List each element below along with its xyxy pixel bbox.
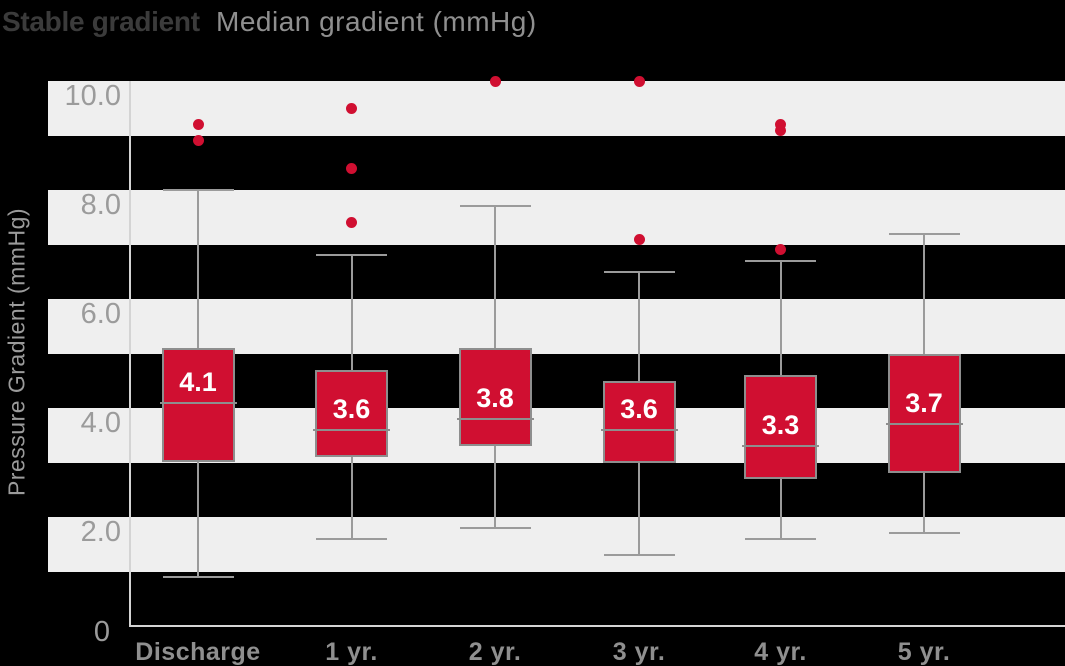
outlier-dot xyxy=(775,244,786,256)
x-axis-category-label: 4 yr. xyxy=(754,638,807,666)
box-iqr xyxy=(887,353,961,474)
whisker-cap-top xyxy=(459,205,531,208)
y-grid-band xyxy=(48,81,1065,136)
median-line xyxy=(742,445,819,448)
outlier-dot xyxy=(346,102,357,114)
outlier-dot xyxy=(192,135,204,147)
outlier-dot xyxy=(633,75,645,87)
box-iqr xyxy=(602,380,676,463)
whisker-cap-top xyxy=(888,232,960,235)
box-iqr xyxy=(315,369,388,458)
whisker-cap-bottom xyxy=(603,554,675,557)
whisker-cap-top xyxy=(316,254,387,257)
y-tick-label: 10.0 xyxy=(64,80,121,112)
x-axis-category-label: 1 yr. xyxy=(325,638,378,666)
outlier-dot xyxy=(775,124,786,136)
whisker-cap-top xyxy=(603,270,675,273)
y-grid-band xyxy=(48,517,1065,572)
x-axis-line xyxy=(129,625,1065,627)
whisker-cap-top xyxy=(162,189,234,191)
y-tick-label: 4.0 xyxy=(80,407,121,439)
y-grid-band xyxy=(48,190,1065,245)
whisker-cap-bottom xyxy=(162,575,234,578)
median-value-label: 4.1 xyxy=(179,366,217,397)
x-axis-category-label: Discharge xyxy=(135,638,261,666)
outlier-dot xyxy=(346,217,357,229)
median-value-label: 3.7 xyxy=(905,388,943,419)
outlier-dot xyxy=(192,119,204,131)
whisker-cap-top xyxy=(745,259,816,262)
y-tick-label: 8.0 xyxy=(80,189,121,221)
median-line xyxy=(600,428,678,431)
whisker-cap-bottom xyxy=(459,526,531,529)
median-value-label: 3.6 xyxy=(332,393,371,424)
median-line xyxy=(456,417,534,420)
outlier-dot xyxy=(489,75,501,87)
median-line xyxy=(885,423,963,426)
x-axis-category-label: 5 yr. xyxy=(897,638,951,666)
y-tick-zero-label: 0 xyxy=(93,616,110,648)
chart-title-secondary: Median gradient (mmHg) xyxy=(216,6,537,37)
box-iqr xyxy=(161,348,235,463)
box-iqr xyxy=(458,348,532,447)
y-tick-label: 6.0 xyxy=(80,298,121,330)
median-value-label: 3.8 xyxy=(476,382,514,413)
y-grid-band xyxy=(48,299,1065,354)
whisker-cap-bottom xyxy=(888,532,960,535)
outlier-dot xyxy=(633,233,645,245)
y-tick-label: 2.0 xyxy=(80,516,121,548)
median-value-label: 3.3 xyxy=(761,410,800,441)
x-axis-category-label: 2 yr. xyxy=(468,638,522,666)
outlier-dot xyxy=(346,162,357,174)
median-line xyxy=(313,428,390,431)
box-iqr xyxy=(744,375,817,479)
whisker-cap-bottom xyxy=(316,537,387,540)
x-axis-category-label: 3 yr. xyxy=(612,638,666,666)
median-line xyxy=(159,401,237,404)
whisker-cap-bottom xyxy=(745,537,816,540)
median-value-label: 3.6 xyxy=(620,393,658,424)
y-axis-line xyxy=(129,81,131,627)
chart-title-primary: Stable gradient xyxy=(2,6,200,37)
